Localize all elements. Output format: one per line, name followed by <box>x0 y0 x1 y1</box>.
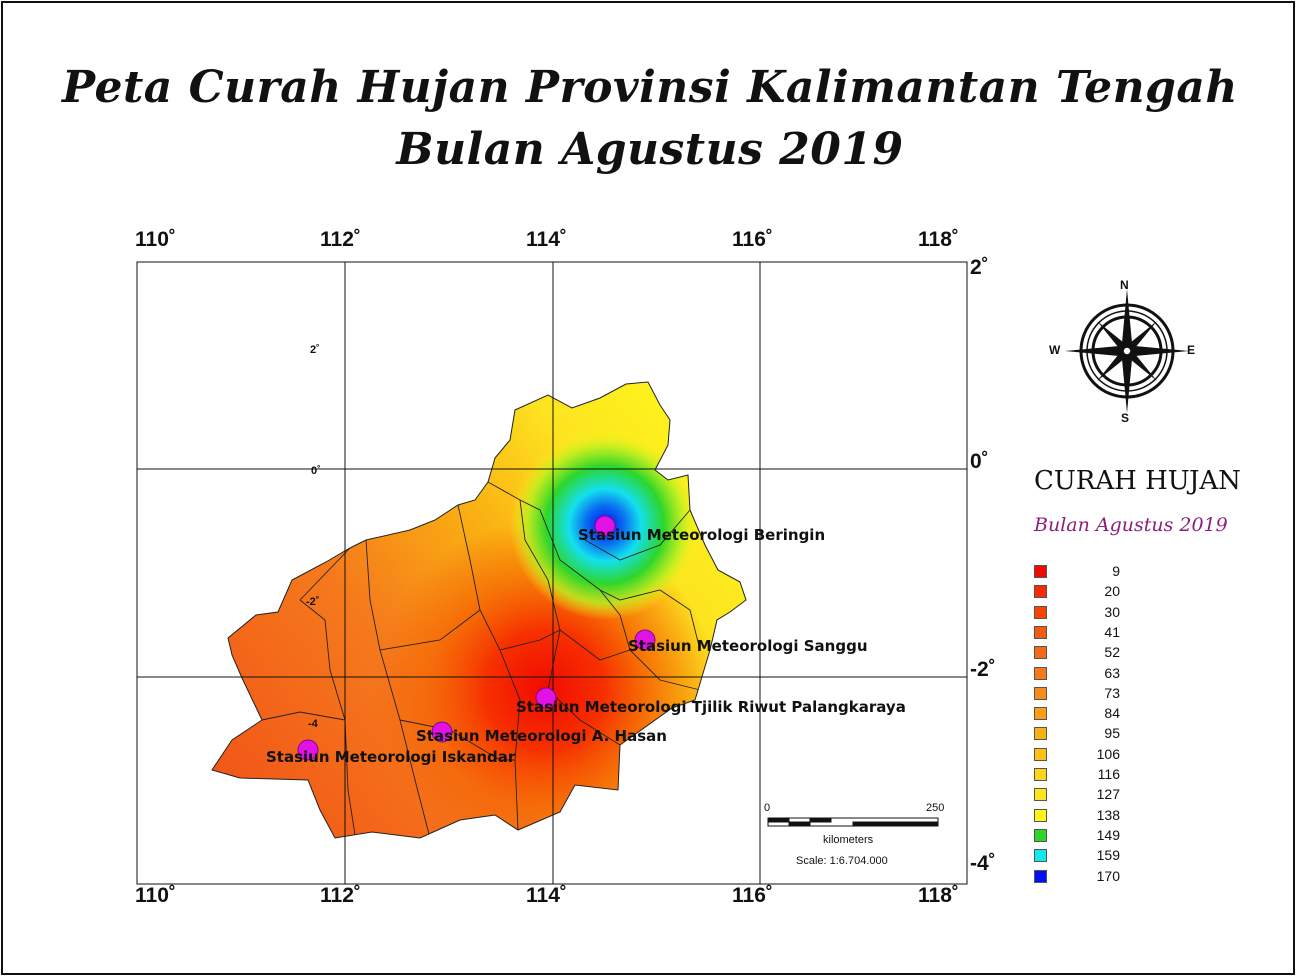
scale-end-label: 250 <box>926 802 945 814</box>
station-markers <box>297 515 656 761</box>
bottom-tick-112: 112˚ <box>320 884 361 907</box>
station-label-a-hasan: Stasiun Meteorologi A. Hasan <box>416 727 667 745</box>
legend-value: 63 <box>1104 664 1120 681</box>
legend-swatch <box>1034 727 1047 741</box>
scale-start-label: 0 <box>764 802 771 814</box>
legend-value: 41 <box>1104 623 1120 640</box>
marker-beringin <box>594 515 616 537</box>
legend-item: 41 <box>1034 623 1154 643</box>
legend-item: 106 <box>1034 745 1154 765</box>
legend-value: 159 <box>1096 847 1120 864</box>
bottom-tick-118: 118˚ <box>918 884 959 907</box>
bottom-tick-114: 114˚ <box>526 884 567 907</box>
top-tick-110: 110˚ <box>135 228 176 251</box>
legend-value: 170 <box>1096 867 1120 884</box>
legend-item: 159 <box>1034 846 1154 866</box>
inner-tick-0: 0˚ <box>311 465 321 477</box>
legend-swatch <box>1034 768 1047 781</box>
legend-swatch <box>1034 808 1047 822</box>
legend-item: 127 <box>1034 785 1154 805</box>
legend-item: 73 <box>1034 684 1154 704</box>
legend-value: 9 <box>1112 563 1120 579</box>
legend-item: 84 <box>1034 704 1154 724</box>
legend-swatch <box>1034 646 1047 660</box>
legend-swatch <box>1034 788 1047 802</box>
station-label-iskandar: Stasiun Meteorologi Iskandar <box>266 748 516 766</box>
scale-bar <box>767 817 939 827</box>
marker-iskandar <box>297 739 319 761</box>
map-subtitle: Bulan Agustus 2019 <box>396 124 904 175</box>
station-label-tjilik-riwut: Stasiun Meteorologi Tjilik Riwut Palangk… <box>516 698 906 716</box>
legend-swatch <box>1034 849 1047 863</box>
legend-swatch <box>1034 828 1047 842</box>
legend-value: 149 <box>1096 826 1120 843</box>
top-tick-118: 118˚ <box>918 228 959 251</box>
legend-item: 149 <box>1034 826 1154 846</box>
right-tick-minus2: -2˚ <box>970 658 996 681</box>
compass-south-label: S <box>1121 411 1130 425</box>
legend-item: 116 <box>1034 765 1154 785</box>
right-tick-0: 0˚ <box>970 450 989 473</box>
legend-title: CURAH HUJAN <box>1034 466 1241 496</box>
legend-item: 20 <box>1034 582 1154 602</box>
legend-item: 170 <box>1034 867 1154 887</box>
legend-item: 95 <box>1034 724 1154 744</box>
top-tick-114: 114˚ <box>526 228 567 251</box>
marker-tjilik-riwut <box>535 687 557 709</box>
right-tick-minus4: -4˚ <box>970 852 996 875</box>
legend-swatch <box>1034 869 1047 883</box>
legend-swatch <box>1034 625 1047 639</box>
legend-value: 116 <box>1097 766 1120 782</box>
legend-value: 73 <box>1104 684 1120 701</box>
legend-value: 30 <box>1104 603 1120 620</box>
legend-item: 138 <box>1034 806 1154 826</box>
station-label-beringin: Stasiun Meteorologi Beringin <box>578 526 826 544</box>
legend-swatch <box>1034 666 1047 680</box>
scale-ratio-label: Scale: 1:6.704.000 <box>796 855 888 867</box>
legend-item: 30 <box>1034 603 1154 623</box>
compass-east-label: E <box>1187 343 1196 357</box>
legend-swatch <box>1034 707 1047 721</box>
inner-tick-minus2: -2˚ <box>306 596 320 608</box>
top-tick-112: 112˚ <box>320 228 361 251</box>
station-label-sanggu: Stasiun Meteorologi Sanggu <box>628 637 868 655</box>
legend-swatch <box>1034 605 1047 619</box>
legend-swatch <box>1034 686 1047 700</box>
legend-item: 63 <box>1034 664 1154 684</box>
compass-north-label: N <box>1120 278 1129 292</box>
legend-item: 52 <box>1034 643 1154 663</box>
legend-value: 127 <box>1096 786 1120 803</box>
legend-subtitle: Bulan Agustus 2019 <box>1034 514 1228 536</box>
legend-value: 20 <box>1104 583 1120 600</box>
inner-tick-2: 2˚ <box>310 344 320 356</box>
legend-value: 138 <box>1096 806 1120 823</box>
legend-swatch <box>1034 585 1047 599</box>
top-tick-116: 116˚ <box>732 228 773 251</box>
north-arrow-icon <box>1065 289 1189 413</box>
right-tick-2: 2˚ <box>970 256 989 279</box>
inner-tick-minus4: -4 <box>308 718 318 730</box>
legend-swatch <box>1034 747 1047 761</box>
legend-value: 84 <box>1104 705 1120 722</box>
marker-a-hasan <box>431 721 453 743</box>
legend-item: 9 <box>1034 562 1154 582</box>
bottom-tick-116: 116˚ <box>732 884 773 907</box>
marker-sanggu <box>634 629 656 651</box>
legend-value: 106 <box>1096 745 1120 762</box>
legend-value: 95 <box>1104 725 1120 742</box>
scale-unit-label: kilometers <box>823 834 874 846</box>
compass-west-label: W <box>1049 343 1061 357</box>
bottom-tick-110: 110˚ <box>135 884 176 907</box>
map-title: Peta Curah Hujan Provinsi Kalimantan Ten… <box>62 62 1238 113</box>
legend-swatch <box>1034 565 1047 578</box>
legend-value: 52 <box>1104 644 1120 661</box>
